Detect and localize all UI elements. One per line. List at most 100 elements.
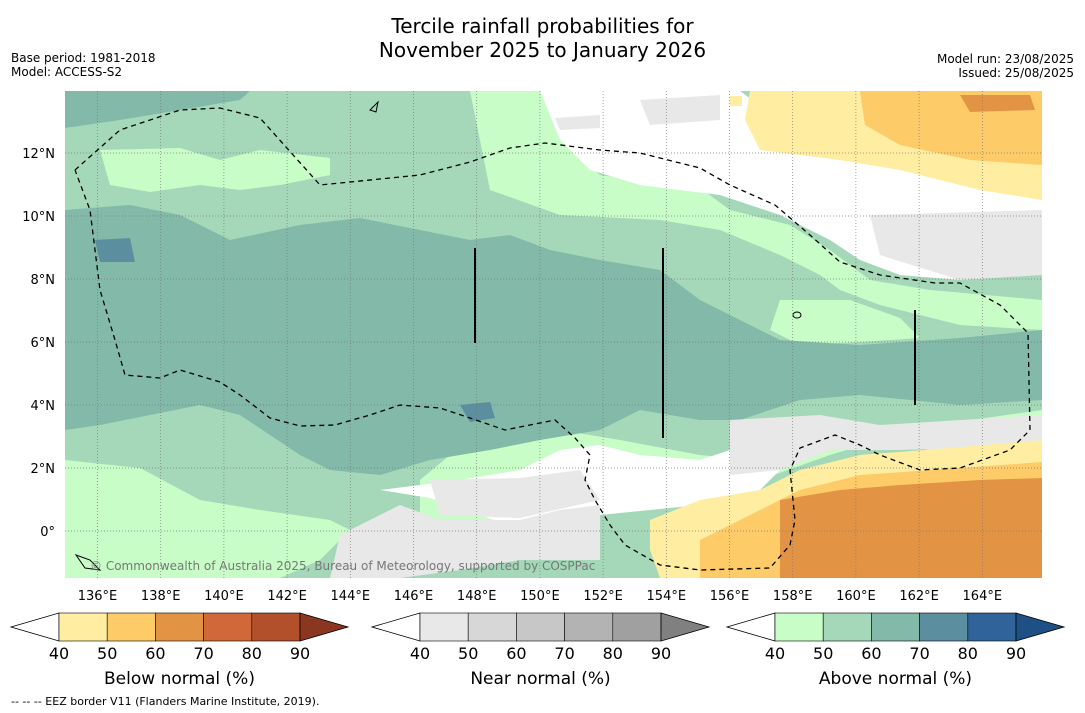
lat-tick-label: 8°N bbox=[31, 273, 56, 288]
colorbar-tick-label: 70 bbox=[554, 644, 574, 663]
colorbar-tick-label: 80 bbox=[958, 644, 978, 663]
lon-tick-label: 154°E bbox=[647, 589, 687, 604]
title-line-1: Tercile rainfall probabilities for bbox=[391, 14, 694, 38]
island-outline-pohnpei bbox=[792, 311, 802, 319]
colorbar-segment bbox=[822, 612, 872, 642]
lat-tick-label: 10°N bbox=[22, 210, 55, 225]
colorbar-tick-label: 60 bbox=[145, 644, 165, 663]
shade-near-40-e bbox=[430, 470, 600, 518]
colorbar-tick-label: 50 bbox=[97, 644, 117, 663]
probability-shading bbox=[65, 91, 1042, 578]
shade-above-70-west bbox=[95, 238, 135, 262]
colorbars: 40 50 60 70 80 90 Below normal (%) 40 50 60 70 80 90… bbox=[9, 612, 1066, 689]
colorbar-segment bbox=[467, 612, 517, 642]
shade-near-40-b bbox=[870, 210, 1042, 280]
copyright-text: © Commonwealth of Australia 2025, Bureau… bbox=[90, 559, 595, 573]
lat-tick-label: 2°N bbox=[31, 462, 56, 477]
model-text: Model: ACCESS-S2 bbox=[11, 65, 123, 79]
lon-tick-label: 140°E bbox=[204, 589, 244, 604]
shade-near-40-c bbox=[730, 415, 1042, 475]
colorbar-segment bbox=[106, 612, 156, 642]
lon-tick-label: 158°E bbox=[773, 589, 813, 604]
meta-left: Base period: 1981-2018 Model: ACCESS-S2 bbox=[11, 51, 156, 79]
shade-below-40-dot bbox=[730, 96, 742, 106]
lon-tick-label: 136°E bbox=[78, 589, 118, 604]
eez-footnote: -- -- -- EEZ border V11 (Flanders Marine… bbox=[11, 695, 320, 708]
colorbar-min-extend bbox=[370, 612, 421, 642]
lat-tick-label: 0° bbox=[40, 525, 55, 540]
shade-near-40-a bbox=[640, 95, 720, 125]
eez-border bbox=[74, 107, 1031, 571]
colorbar-tick-label: 40 bbox=[49, 644, 69, 663]
shade-below-60-se bbox=[780, 478, 1042, 578]
shade-above-40-nw bbox=[100, 148, 330, 192]
colorbar-max-extend bbox=[299, 612, 350, 642]
colorbar-tick-label: 60 bbox=[861, 644, 881, 663]
lon-tick-label: 144°E bbox=[331, 589, 371, 604]
lon-tick-label: 150°E bbox=[520, 589, 560, 604]
lon-tick-label: 156°E bbox=[710, 589, 750, 604]
shade-above-60-nw bbox=[65, 91, 250, 128]
colorbar-tick-label: 90 bbox=[290, 644, 310, 663]
map-title: Tercile rainfall probabilities for Novem… bbox=[0, 14, 1085, 62]
colorbar-title: Below normal (%) bbox=[104, 669, 255, 689]
lon-tick-label: 152°E bbox=[583, 589, 623, 604]
colorbar-tick-label: 40 bbox=[765, 644, 785, 663]
colorbar-segment bbox=[419, 612, 469, 642]
lon-tick-label: 160°E bbox=[836, 589, 876, 604]
colorbar: 40 50 60 70 80 90 Below normal (%) bbox=[9, 612, 350, 689]
colorbar-tick-label: 50 bbox=[458, 644, 478, 663]
lon-tick-label: 148°E bbox=[457, 589, 497, 604]
shade-above-60 bbox=[65, 205, 1042, 475]
colorbar-segment bbox=[919, 612, 969, 642]
shade-above-40-north bbox=[470, 91, 1042, 330]
lon-tick-label: 164°E bbox=[963, 589, 1003, 604]
lat-tick-label: 12°N bbox=[22, 147, 55, 162]
colorbar-title: Near normal (%) bbox=[470, 669, 610, 689]
base-period-text: Base period: 1981-2018 bbox=[11, 51, 156, 65]
colorbar-segment bbox=[251, 612, 301, 642]
colorbar-title: Above normal (%) bbox=[819, 669, 972, 689]
colorbar-segment bbox=[967, 612, 1017, 642]
colorbar-tick-label: 70 bbox=[909, 644, 929, 663]
lon-tick-label: 162°E bbox=[899, 589, 939, 604]
colorbar: 40 50 60 70 80 90 Above normal (%) bbox=[725, 612, 1066, 689]
colorbar-segment bbox=[564, 612, 614, 642]
title-line-2: November 2025 to January 2026 bbox=[378, 38, 707, 62]
colorbar-tick-label: 90 bbox=[651, 644, 671, 663]
shade-above-40-sw bbox=[65, 460, 350, 578]
island-outline-sw bbox=[74, 554, 102, 571]
colorbar-segment bbox=[155, 612, 204, 642]
colorbar-segment bbox=[774, 612, 824, 642]
shade-near-40-d bbox=[330, 505, 600, 578]
shade-above-40-east bbox=[770, 300, 920, 345]
gridlines bbox=[65, 91, 1042, 578]
colorbar-tick-label: 80 bbox=[242, 644, 262, 663]
shade-near-40-f bbox=[555, 115, 600, 130]
model-run-text: Model run: 23/08/2025 bbox=[936, 52, 1074, 66]
island-outline bbox=[369, 100, 379, 113]
lon-tick-label: 138°E bbox=[141, 589, 181, 604]
colorbar-tick-label: 90 bbox=[1006, 644, 1026, 663]
colorbar-max-extend bbox=[660, 612, 711, 642]
shade-below-60-ne bbox=[960, 95, 1035, 112]
longitude-axis: 136°E 138°E 140°E 142°E 144°E 146°E 148°E 150°E… bbox=[78, 589, 1002, 604]
issued-text: Issued: 25/08/2025 bbox=[958, 66, 1074, 80]
colorbar-segment bbox=[612, 612, 662, 642]
colorbar-min-extend bbox=[725, 612, 776, 642]
latitude-axis: 12°N 10°N 8°N 6°N 4°N 2°N 0° bbox=[22, 147, 55, 540]
colorbar-tick-label: 40 bbox=[410, 644, 430, 663]
colorbar: 40 50 60 70 80 90 Near normal (%) bbox=[370, 612, 711, 689]
colorbar-tick-label: 50 bbox=[813, 644, 833, 663]
colorbar-segment bbox=[203, 612, 253, 642]
colorbar-max-extend bbox=[1015, 612, 1066, 642]
colorbar-tick-label: 80 bbox=[603, 644, 623, 663]
lat-tick-label: 4°N bbox=[31, 399, 56, 414]
colorbar-tick-label: 60 bbox=[506, 644, 526, 663]
lon-tick-label: 142°E bbox=[267, 589, 307, 604]
lon-tick-label: 146°E bbox=[394, 589, 434, 604]
meta-right: Model run: 23/08/2025 Issued: 25/08/2025 bbox=[937, 52, 1074, 80]
colorbar-segment bbox=[516, 612, 565, 642]
lat-tick-label: 6°N bbox=[31, 336, 56, 351]
